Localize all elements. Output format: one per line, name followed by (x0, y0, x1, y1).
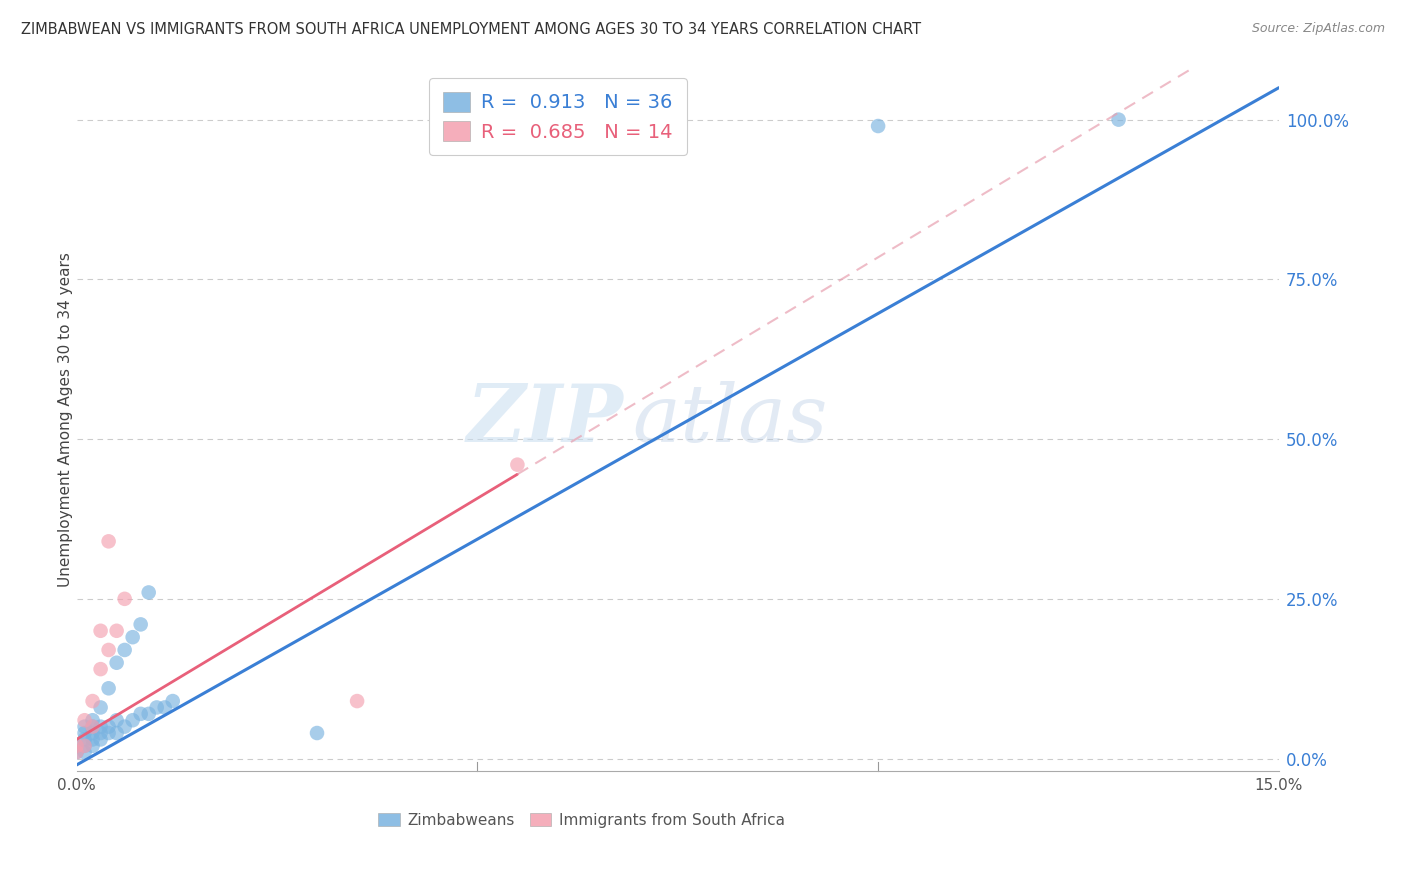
Point (73, 732, 96, 747)
Point (129, 706, 152, 721)
Point (90, 700, 112, 714)
Text: Source: ZipAtlas.com: Source: ZipAtlas.com (1251, 22, 1385, 36)
Point (82, 720, 104, 734)
Point (138, 585, 160, 599)
Point (138, 706, 160, 721)
Point (82, 720, 104, 734)
Point (65, 745, 87, 759)
Point (162, 694, 184, 708)
Point (82, 713, 104, 727)
Point (114, 591, 136, 606)
Point (346, 694, 368, 708)
Point (82, 694, 104, 708)
Text: atlas: atlas (633, 381, 827, 458)
Point (65, 739, 87, 753)
Point (305, 726, 328, 740)
Point (97, 681, 120, 696)
Point (90, 720, 112, 734)
Point (90, 624, 112, 638)
Point (1108, 112, 1130, 127)
Point (65, 739, 87, 753)
Point (97, 643, 120, 657)
Point (105, 624, 128, 638)
Point (73, 745, 96, 759)
Point (105, 656, 128, 670)
Point (73, 739, 96, 753)
Point (145, 700, 167, 714)
Point (114, 720, 136, 734)
Point (82, 739, 104, 753)
Point (97, 726, 120, 740)
Point (868, 119, 890, 133)
Point (82, 726, 104, 740)
Text: ZIP: ZIP (467, 381, 624, 458)
Legend: Zimbabweans, Immigrants from South Africa: Zimbabweans, Immigrants from South Afric… (373, 806, 792, 834)
Point (121, 713, 143, 727)
Point (153, 700, 176, 714)
Point (506, 458, 529, 472)
Point (97, 720, 120, 734)
Point (90, 732, 112, 747)
Point (129, 617, 152, 632)
Point (73, 720, 96, 734)
Point (73, 726, 96, 740)
Text: ZIMBABWEAN VS IMMIGRANTS FROM SOUTH AFRICA UNEMPLOYMENT AMONG AGES 30 TO 34 YEAR: ZIMBABWEAN VS IMMIGRANTS FROM SOUTH AFRI… (21, 22, 921, 37)
Point (65, 745, 87, 759)
Point (90, 662, 112, 676)
Point (121, 630, 143, 644)
Point (82, 732, 104, 747)
Y-axis label: Unemployment Among Ages 30 to 34 years: Unemployment Among Ages 30 to 34 years (58, 252, 73, 587)
Point (105, 713, 128, 727)
Point (73, 713, 96, 727)
Point (90, 726, 112, 740)
Point (73, 739, 96, 753)
Point (105, 726, 128, 740)
Point (97, 534, 120, 549)
Point (114, 643, 136, 657)
